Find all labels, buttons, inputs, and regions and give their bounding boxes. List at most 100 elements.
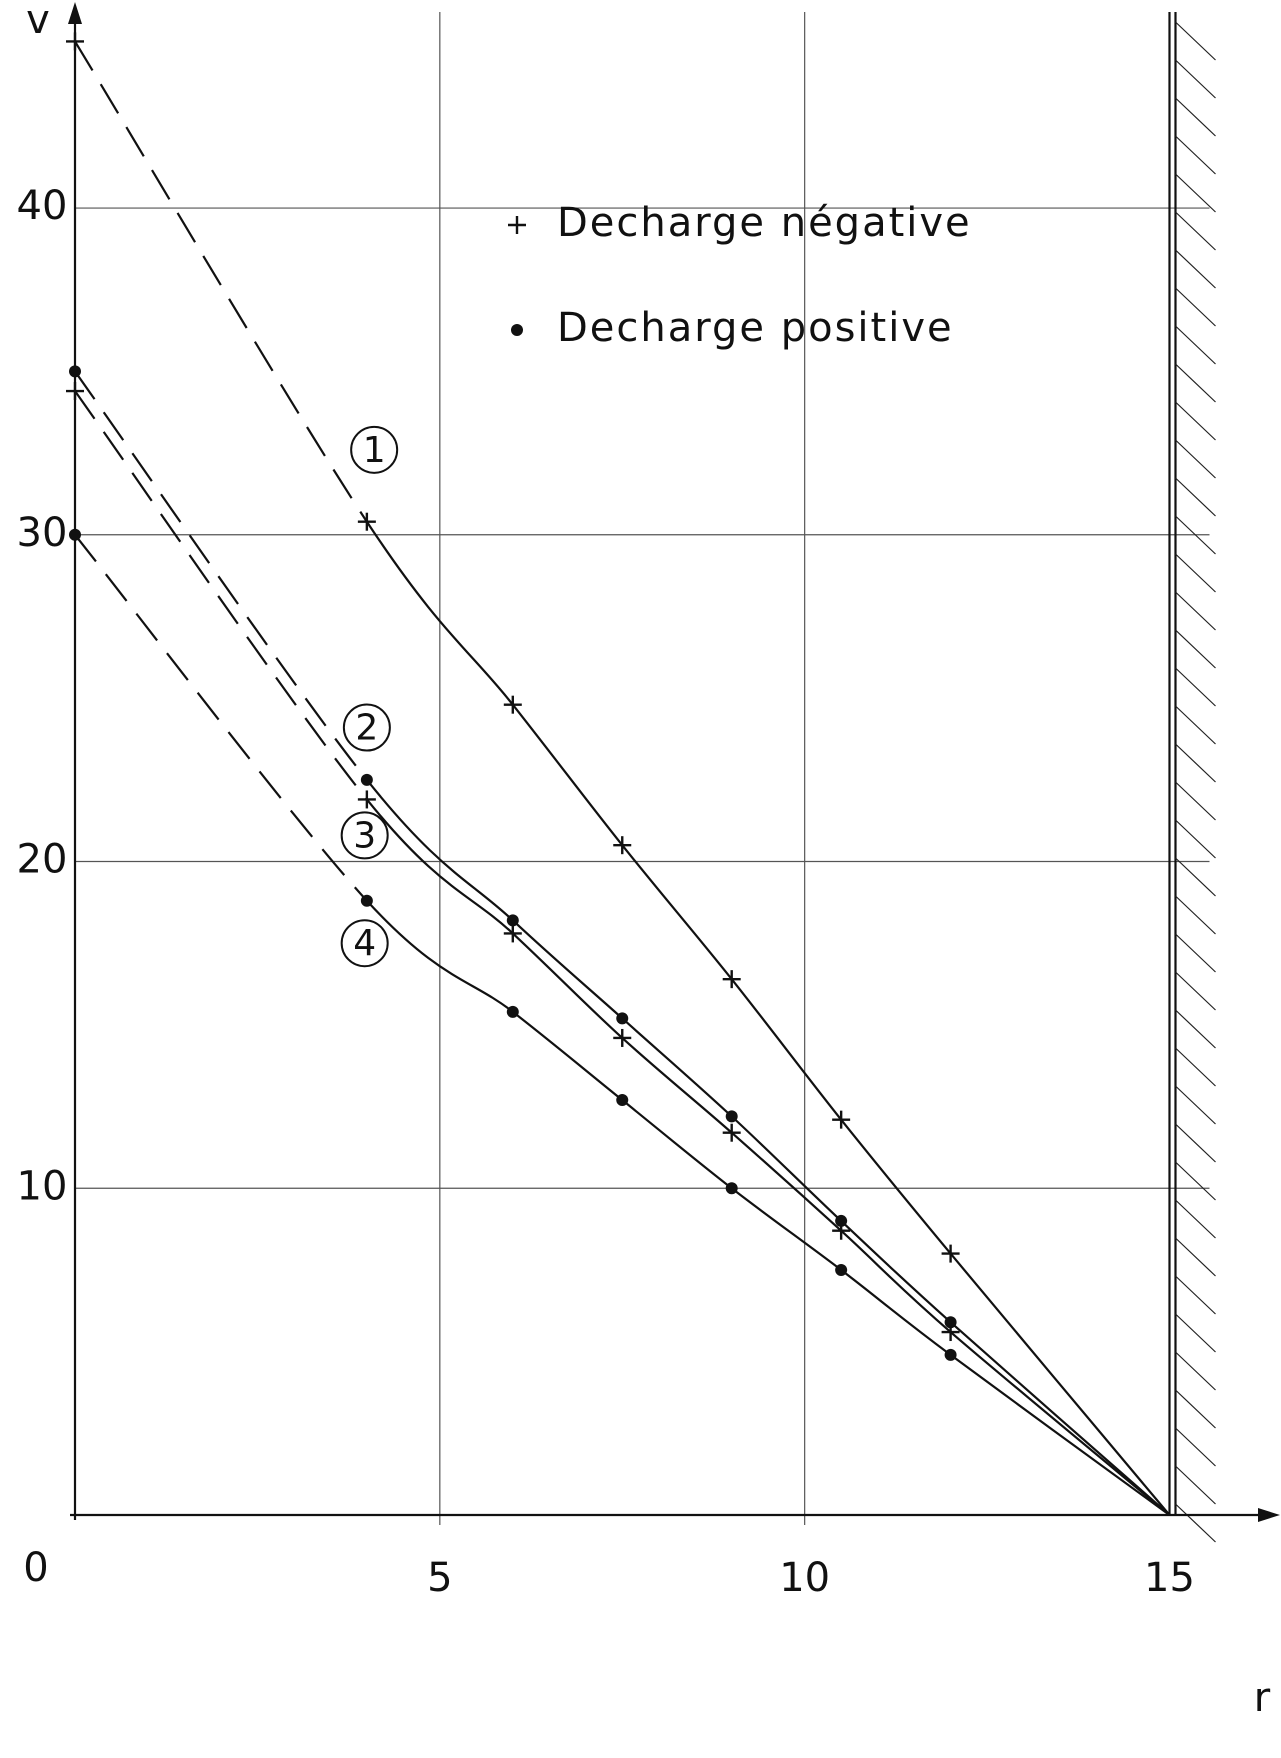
dot-marker	[69, 528, 81, 541]
dot-marker	[616, 1094, 629, 1107]
curve-label: 1	[363, 430, 386, 471]
hatch-line	[1175, 895, 1216, 935]
curve-label: 2	[355, 708, 378, 749]
hatch-line	[1175, 515, 1216, 555]
plus-marker	[503, 924, 522, 943]
plus-marker	[508, 216, 526, 234]
dot-marker	[944, 1348, 957, 1361]
hatch-line	[1175, 1123, 1216, 1163]
dot-marker	[506, 1005, 519, 1018]
x-axis-arrow	[1258, 1508, 1280, 1522]
curve	[366, 779, 1171, 1516]
hatch-line	[1175, 249, 1216, 289]
hatch-line	[1175, 1351, 1216, 1391]
plus-marker	[357, 790, 376, 809]
hatch-line	[1175, 173, 1216, 213]
hatch-line	[1175, 477, 1216, 517]
curve-label: 4	[353, 923, 376, 964]
y-tick-label: 30	[17, 510, 68, 556]
hatch-line	[1175, 553, 1216, 593]
plus-marker	[832, 1110, 851, 1129]
hatch-line	[1175, 705, 1216, 745]
dot-marker	[725, 1182, 738, 1195]
hatch-line	[1175, 1465, 1216, 1505]
hatch-line	[1175, 743, 1216, 783]
hatch-line	[1175, 629, 1216, 669]
hatch-line	[1175, 21, 1216, 61]
hatch-line	[1175, 287, 1216, 327]
x-tick-label: 10	[779, 1555, 830, 1601]
dot-marker	[360, 773, 373, 786]
dot-marker	[944, 1316, 957, 1329]
hatch-line	[1175, 591, 1216, 631]
hatch-line	[1175, 401, 1216, 441]
legend-label: Decharge positive	[557, 305, 954, 351]
y-tick-label: 10	[17, 1163, 68, 1209]
hatch-line	[1175, 211, 1216, 251]
plus-marker	[722, 970, 741, 989]
hatch-line	[1175, 781, 1216, 821]
hatch-line	[1175, 819, 1216, 859]
x-tick-label: 5	[427, 1555, 452, 1601]
curve-label: 3	[353, 815, 376, 856]
hatch-line	[1175, 1503, 1216, 1543]
hatch-line	[1175, 667, 1216, 707]
hatch-line	[1175, 59, 1216, 99]
wall-hatching	[1175, 21, 1216, 1543]
hatch-line	[1175, 363, 1216, 403]
y-tick-label: 0	[23, 1545, 48, 1591]
plus-marker	[503, 695, 522, 714]
plus-marker	[613, 836, 632, 855]
curve-label-circle	[340, 919, 389, 968]
hatch-line	[1175, 1009, 1216, 1049]
y-tick-label: 40	[17, 183, 68, 229]
plus-marker	[941, 1323, 960, 1342]
hatch-line	[1175, 1389, 1216, 1429]
hatch-line	[1175, 1199, 1216, 1239]
curve	[366, 899, 1171, 1516]
curve	[365, 521, 1171, 1516]
plus-marker	[832, 1221, 851, 1240]
curve-label-circle	[340, 811, 389, 860]
hatch-line	[1175, 1161, 1216, 1201]
plus-marker	[722, 1123, 741, 1142]
plus-marker	[66, 382, 84, 401]
hatch-line	[1175, 135, 1216, 175]
curve-extrapolated	[74, 40, 368, 523]
dot-marker	[506, 914, 519, 927]
dot-marker	[511, 324, 523, 336]
hatch-line	[1175, 439, 1216, 479]
hatch-line	[1175, 97, 1216, 137]
plus-marker	[941, 1244, 960, 1263]
plus-marker	[66, 32, 84, 51]
hatch-line	[1175, 1047, 1216, 1087]
dot-marker	[69, 365, 81, 378]
dot-marker	[360, 894, 373, 907]
dot-marker	[725, 1110, 738, 1123]
hatch-line	[1175, 1427, 1216, 1467]
y-axis-label: v	[26, 0, 50, 43]
curve-extrapolated	[74, 370, 368, 781]
hatch-line	[1175, 1237, 1216, 1277]
curve-extrapolated	[74, 534, 368, 902]
hatch-line	[1175, 971, 1216, 1011]
dot-marker	[835, 1263, 848, 1276]
hatch-line	[1175, 325, 1216, 365]
dot-marker	[835, 1214, 848, 1227]
curve	[366, 798, 1171, 1516]
dot-marker	[616, 1012, 629, 1025]
hatch-line	[1175, 1275, 1216, 1315]
curve-label-circle	[350, 425, 399, 474]
legend-label: Decharge négative	[557, 200, 972, 246]
hatch-line	[1175, 1313, 1216, 1353]
hatch-line	[1175, 933, 1216, 973]
plus-marker	[357, 512, 376, 531]
x-tick-label: 15	[1144, 1555, 1195, 1601]
plus-marker	[613, 1028, 632, 1047]
hatch-line	[1175, 857, 1216, 897]
x-axis-label: r	[1254, 1675, 1271, 1721]
hatch-line	[1175, 1085, 1216, 1125]
y-tick-label: 20	[17, 837, 68, 883]
curve-label-circle	[342, 703, 391, 752]
